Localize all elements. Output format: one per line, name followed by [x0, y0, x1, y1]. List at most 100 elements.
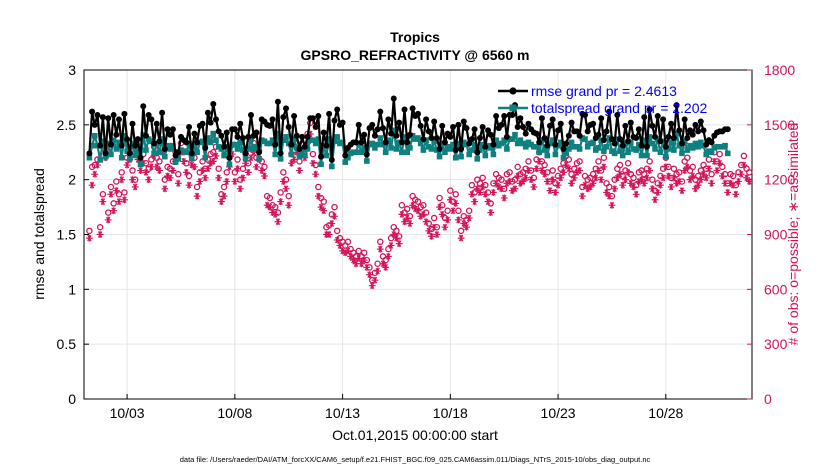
rmse-point	[269, 116, 276, 123]
possible-obs-marker	[506, 169, 513, 176]
totalspread-point	[91, 133, 98, 139]
totalspread-point	[97, 157, 103, 163]
totalspread-point	[143, 147, 149, 153]
possible-obs-marker	[479, 174, 486, 182]
rmse-point	[194, 139, 201, 146]
rmse-point	[420, 136, 427, 143]
assimilated-obs-marker	[85, 234, 93, 242]
totalspread-point	[237, 139, 244, 146]
assimilated-obs-marker	[234, 165, 241, 173]
assimilated-obs-marker	[212, 152, 220, 160]
totalspread-point	[267, 140, 273, 147]
totalspread-point	[86, 154, 93, 161]
possible-obs-marker	[309, 150, 317, 158]
rmse-point	[643, 143, 650, 150]
totalspread-point	[390, 127, 397, 134]
y-tick-label-left: 2	[68, 172, 76, 188]
assimilated-obs-marker	[352, 260, 360, 268]
assimilated-obs-marker	[498, 185, 505, 193]
rmse-point	[541, 134, 548, 141]
rmse-point	[568, 119, 575, 126]
assimilated-obs-marker	[215, 174, 223, 182]
rmse-point	[697, 118, 704, 125]
totalspread-point	[547, 140, 553, 147]
assimilated-obs-marker	[121, 196, 128, 204]
assimilated-obs-marker	[285, 201, 293, 209]
totalspread-point	[199, 138, 206, 145]
possible-obs-marker	[465, 207, 473, 214]
assimilated-obs-marker	[484, 198, 492, 205]
assimilated-obs-marker	[336, 242, 344, 249]
totalspread-point	[679, 150, 685, 157]
totalspread-point	[207, 139, 214, 146]
assimilated-obs-marker	[678, 187, 686, 195]
possible-obs-marker	[161, 176, 169, 183]
assimilated-obs-marker	[481, 190, 489, 198]
assimilated-obs-marker	[452, 200, 460, 207]
possible-obs-marker	[393, 227, 400, 235]
totalspread-point	[361, 145, 367, 151]
y-tick-label-right: 1800	[764, 62, 795, 78]
assimilated-obs-marker	[344, 247, 352, 255]
possible-obs-marker	[331, 203, 338, 211]
rmse-point	[331, 117, 338, 124]
assimilated-obs-marker	[595, 167, 602, 174]
totalspread-point	[318, 161, 324, 168]
assimilated-obs-marker	[535, 157, 543, 165]
rmse-point	[703, 141, 710, 148]
totalspread-point	[388, 145, 394, 151]
rmse-point	[455, 121, 462, 128]
y-tick-label-left: 0.5	[57, 336, 77, 352]
rmse-point	[573, 128, 580, 135]
rmse-point	[557, 120, 564, 127]
assimilated-obs-marker	[683, 163, 691, 171]
rmse-point	[285, 124, 292, 131]
assimilated-obs-marker	[261, 172, 268, 180]
rmse-point	[315, 113, 322, 120]
rmse-point	[226, 154, 233, 161]
totalspread-point	[132, 152, 138, 159]
possible-obs-marker	[541, 161, 548, 169]
totalspread-point	[183, 149, 190, 156]
totalspread-point	[458, 153, 464, 160]
possible-obs-marker	[616, 161, 624, 169]
assimilated-obs-marker	[554, 181, 562, 189]
possible-obs-marker	[107, 183, 115, 191]
totalspread-point	[240, 147, 246, 153]
possible-obs-marker	[96, 223, 104, 231]
y-axis-label-right: # of obs: o=possible; ∗=assimilated	[785, 123, 801, 346]
assimilated-obs-marker	[88, 181, 96, 189]
possible-obs-marker	[385, 245, 392, 253]
assimilated-obs-marker	[713, 167, 721, 174]
possible-obs-marker	[360, 249, 368, 257]
rmse-point	[452, 147, 459, 154]
rmse-point	[393, 132, 400, 139]
totalspread-point	[493, 137, 499, 143]
rmse-point	[253, 129, 260, 136]
totalspread-point	[380, 141, 386, 148]
rmse-series-line	[88, 97, 728, 161]
rmse-point	[309, 115, 316, 122]
rmse-point	[199, 120, 206, 127]
totalspread-point	[315, 136, 322, 142]
possible-obs-marker	[576, 158, 583, 165]
rmse-point	[555, 127, 562, 134]
totalspread-point	[113, 146, 120, 152]
rmse-point	[272, 141, 279, 148]
assimilated-obs-marker	[619, 181, 627, 189]
totalspread-point	[280, 137, 287, 143]
possible-obs-marker	[684, 154, 691, 161]
assimilated-obs-marker	[349, 256, 357, 264]
assimilated-obs-marker	[694, 181, 702, 189]
assimilated-obs-marker	[131, 183, 139, 191]
totalspread-point	[172, 159, 179, 165]
totalspread-point	[331, 138, 338, 145]
assimilated-obs-marker	[479, 183, 487, 191]
totalspread-point	[450, 141, 456, 148]
totalspread-point	[436, 153, 443, 160]
totalspread-point	[533, 143, 540, 150]
assimilated-obs-marker	[112, 187, 120, 195]
rmse-point	[248, 111, 254, 118]
totalspread-point	[568, 139, 575, 146]
rmse-point	[485, 127, 492, 134]
